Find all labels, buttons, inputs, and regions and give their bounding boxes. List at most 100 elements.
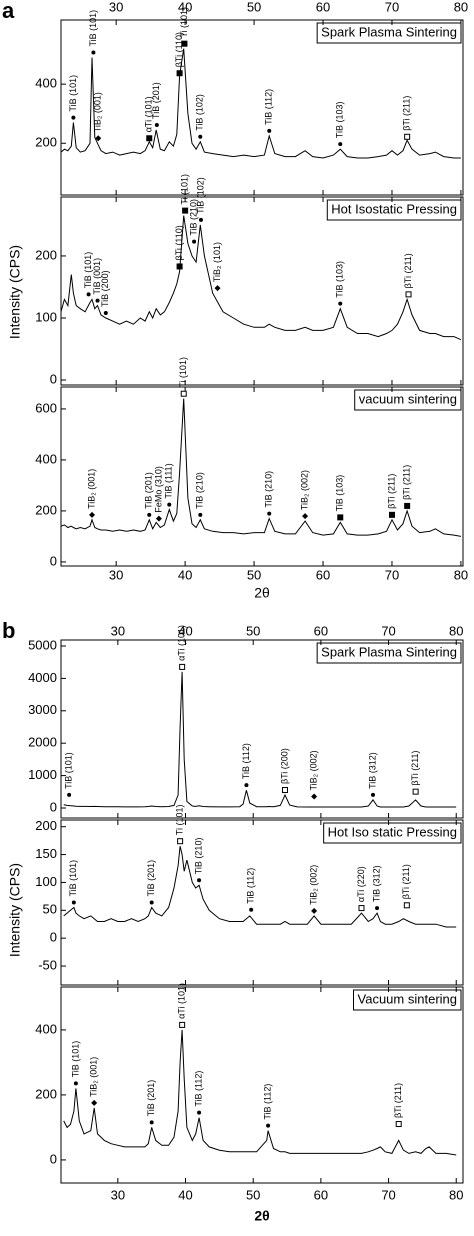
peak-marker bbox=[154, 122, 159, 127]
peak-label: TiB (112) bbox=[246, 868, 256, 904]
peak-label: βTi (211) bbox=[402, 465, 412, 500]
peak-label: Ti (101) bbox=[179, 7, 189, 38]
x-tick-label: 30 bbox=[109, 0, 123, 14]
peak-label: TiB (001) bbox=[92, 258, 102, 295]
y-axis-label: Intensity (CPS) bbox=[7, 863, 23, 957]
figure-label: a bbox=[2, 0, 15, 23]
peak-marker bbox=[167, 502, 172, 507]
peak-label: TiB (101) bbox=[68, 75, 78, 112]
peak-marker bbox=[192, 239, 197, 244]
peak-marker bbox=[311, 793, 318, 800]
peak-label: αTi (101) bbox=[177, 983, 187, 1019]
panel-title-box bbox=[326, 199, 462, 221]
peak-marker bbox=[95, 135, 102, 142]
peak-label: αTi (101) bbox=[177, 625, 187, 661]
peak-label: αTi (101) bbox=[144, 96, 154, 132]
y-tick-label: 4000 bbox=[28, 670, 57, 685]
peak-label: TiB (101) bbox=[68, 860, 78, 897]
peak-label: TiB₂ (101) bbox=[212, 242, 222, 282]
x-tick-label: 30 bbox=[111, 623, 125, 638]
peak-label: TiB₂ (002) bbox=[308, 750, 318, 790]
peak-label: TiB (210) bbox=[195, 472, 205, 509]
x-tick-label: 30 bbox=[111, 1187, 125, 1202]
plot-frame bbox=[60, 819, 464, 986]
panel-title: Vacuum sintering bbox=[358, 991, 457, 1006]
peak-marker bbox=[176, 263, 183, 270]
xrd-pattern bbox=[63, 671, 457, 808]
peak-marker bbox=[266, 1123, 271, 1128]
y-tick-label: 100 bbox=[35, 309, 57, 324]
x-tick-label: 50 bbox=[246, 623, 260, 638]
peak-label: TiB (210) bbox=[264, 471, 274, 508]
panel-title: Spark Plasma Sintering bbox=[321, 644, 457, 659]
peak-marker bbox=[147, 512, 152, 517]
peak-label: TiB (101) bbox=[70, 1041, 80, 1078]
y-tick-label: 400 bbox=[35, 451, 57, 466]
peak-label: TiB (200) bbox=[100, 270, 110, 307]
peak-marker bbox=[338, 142, 343, 147]
peak-label: TiB (312) bbox=[367, 752, 377, 789]
peak-marker bbox=[375, 906, 380, 911]
peak-label: TiB (210) bbox=[188, 199, 198, 236]
x-tick-label: 50 bbox=[246, 1187, 260, 1202]
y-tick-label: 200 bbox=[35, 502, 57, 517]
y-tick-label: 1000 bbox=[28, 767, 57, 782]
peak-label: TiB (101) bbox=[83, 252, 93, 289]
peak-marker bbox=[149, 1120, 154, 1125]
peak-label: TiB (111) bbox=[164, 463, 174, 498]
x-tick-label: 40 bbox=[178, 623, 192, 638]
peak-marker bbox=[337, 514, 344, 521]
panel-title: vacuum sintering bbox=[359, 391, 457, 406]
plot-frame bbox=[60, 986, 464, 1184]
y-tick-label: 200 bbox=[35, 135, 57, 150]
peak-label: TiB (102) bbox=[195, 94, 205, 131]
peak-label: βTi (211) bbox=[402, 96, 412, 131]
panel-title: Hot Isostatic Pressing bbox=[331, 201, 457, 216]
peak-label: βTi (211) bbox=[403, 253, 413, 288]
peak-label: TiB (210) bbox=[193, 838, 203, 875]
x-tick-label: 70 bbox=[381, 623, 395, 638]
x-tick-label: 60 bbox=[314, 1187, 328, 1202]
peak-marker bbox=[197, 1110, 202, 1115]
peak-marker bbox=[73, 1081, 78, 1086]
panel-title-box bbox=[354, 389, 462, 411]
x-tick-label: 70 bbox=[385, 0, 399, 14]
peak-marker bbox=[311, 907, 318, 914]
peak-marker bbox=[403, 902, 410, 909]
peak-marker bbox=[89, 511, 96, 518]
peak-label: TiB (112) bbox=[264, 89, 274, 125]
panel-title-box bbox=[323, 822, 462, 844]
y-tick-label: 2000 bbox=[28, 735, 57, 750]
plot-frame bbox=[60, 19, 464, 196]
peak-label: βTi (211) bbox=[393, 1083, 403, 1118]
panel-title-box bbox=[353, 989, 462, 1011]
plot-frame bbox=[60, 639, 464, 819]
peak-marker bbox=[244, 783, 249, 788]
peak-label: TiB₂ (001) bbox=[89, 1057, 99, 1097]
peak-marker bbox=[370, 792, 375, 797]
peak-marker bbox=[155, 515, 162, 522]
peak-label: αTi (220) bbox=[356, 866, 366, 902]
peak-marker bbox=[181, 40, 188, 47]
panel-title-box bbox=[316, 642, 462, 664]
peak-marker bbox=[404, 133, 411, 140]
peak-marker bbox=[214, 285, 221, 292]
y-tick-label: 50 bbox=[43, 902, 57, 917]
peak-label: TiB (101) bbox=[63, 752, 73, 789]
peak-marker bbox=[338, 301, 343, 306]
peak-label: βTi (200) bbox=[279, 748, 289, 784]
peak-marker bbox=[177, 838, 184, 845]
peak-marker bbox=[91, 1099, 98, 1106]
x-axis-label: 2θ bbox=[254, 585, 270, 601]
peak-marker bbox=[176, 70, 183, 77]
y-tick-label: 600 bbox=[35, 400, 57, 415]
peak-marker bbox=[86, 292, 91, 297]
peak-marker bbox=[179, 1021, 186, 1028]
x-tick-label: 60 bbox=[316, 567, 330, 582]
peak-label: TiB (101) bbox=[88, 10, 98, 47]
peak-marker bbox=[282, 787, 289, 794]
x-tick-label: 30 bbox=[109, 567, 123, 582]
peak-marker bbox=[198, 134, 203, 139]
peak-marker bbox=[146, 135, 153, 142]
